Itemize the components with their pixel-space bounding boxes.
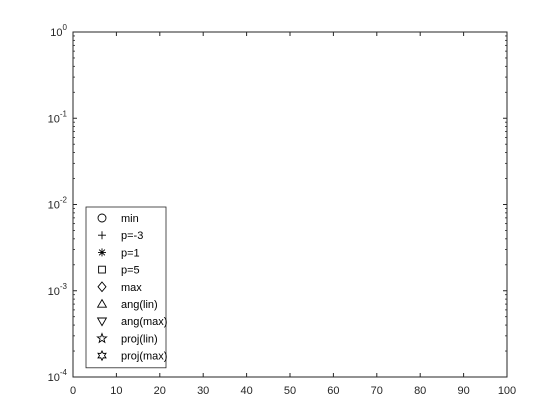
y-tick-label: 10-1: [48, 109, 68, 125]
legend-marker-ang(max): [96, 317, 108, 327]
y-tick-label-base: 10: [48, 372, 60, 384]
legend-marker-p=5: [98, 265, 106, 274]
legend-label: ang(lin): [121, 299, 158, 311]
legend-label: proj(max): [121, 351, 167, 363]
legend-marker-p=1: [98, 248, 106, 257]
x-tick-label: 60: [327, 385, 339, 397]
x-tick-label: 80: [414, 385, 426, 397]
legend-marker-proj(lin): [96, 332, 108, 344]
legend: min p=-3 p=1 p=5 max ang(lin) ang(max) proj(lin…: [85, 206, 167, 369]
legend-label: ang(max): [121, 316, 167, 328]
y-tick-label: 10-4: [48, 368, 68, 384]
legend-label: max: [121, 282, 142, 294]
legend-label: p=-3: [121, 230, 143, 242]
y-tick-label: 100: [50, 23, 67, 39]
legend-label: proj(lin): [121, 333, 158, 345]
legend-marker-ang(lin): [96, 298, 108, 308]
y-tick-label-exponent: -1: [60, 109, 68, 118]
y-tick-label-exponent: -4: [60, 368, 68, 377]
y-tick-label-exponent: -2: [60, 196, 68, 205]
legend-marker-proj(max): [97, 350, 107, 362]
legend-marker-min: [97, 213, 107, 223]
y-tick-label-base: 10: [48, 286, 60, 298]
x-tick-label: 90: [457, 385, 469, 397]
x-tick-label: 20: [154, 385, 166, 397]
legend-label: min: [121, 213, 139, 225]
y-tick-label: 10-2: [48, 196, 68, 212]
legend-label: p=1: [121, 247, 140, 259]
x-tick-label: 0: [70, 385, 76, 397]
y-tick-label-base: 10: [50, 27, 62, 39]
legend-label: p=5: [121, 265, 140, 277]
x-tick-label: 100: [498, 385, 516, 397]
legend-marker-max: [97, 281, 107, 293]
x-tick-label: 10: [110, 385, 122, 397]
x-tick-label: 50: [284, 385, 296, 397]
y-tick-label: 10-3: [48, 282, 68, 298]
y-tick-label-exponent: 0: [63, 23, 68, 32]
y-tick-label-base: 10: [48, 113, 60, 125]
x-tick-label: 70: [371, 385, 383, 397]
x-tick-label: 30: [197, 385, 209, 397]
legend-marker-p=-3: [98, 231, 106, 240]
x-tick-label: 40: [240, 385, 252, 397]
y-tick-label-exponent: -3: [60, 282, 68, 291]
y-tick-label-base: 10: [48, 200, 60, 212]
